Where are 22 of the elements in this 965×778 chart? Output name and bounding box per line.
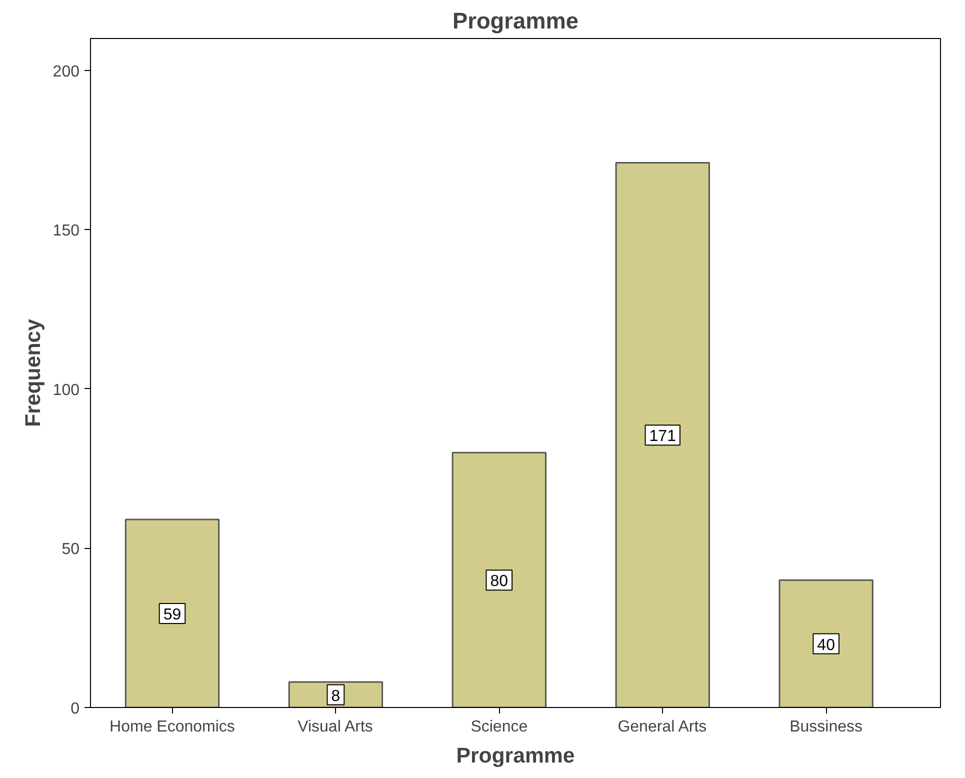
x-tick-label: Bussiness	[790, 718, 863, 736]
y-axis-title: Frequency	[20, 318, 45, 427]
y-tick-label: 200	[52, 63, 80, 80]
data-label: 8	[331, 688, 340, 705]
bar	[615, 162, 710, 708]
bar	[124, 518, 220, 708]
x-tick-label: Home Economics	[110, 718, 235, 736]
y-tick-label: 50	[62, 541, 80, 558]
x-tick-label: Visual Arts	[298, 718, 373, 736]
chart-title: Programme	[452, 8, 578, 34]
data-label: 59	[163, 606, 182, 624]
data-label: 171	[649, 428, 676, 446]
bar	[452, 452, 546, 708]
x-axis-title: Programme	[456, 744, 575, 768]
data-label: 80	[490, 573, 508, 590]
x-tick-label: General Arts	[618, 718, 707, 736]
y-tick-label: 100	[52, 382, 80, 399]
y-tick-label: 150	[52, 222, 80, 240]
y-tick-label: 0	[70, 700, 80, 718]
x-tick-label: Science	[470, 718, 528, 736]
data-label: 40	[817, 636, 836, 654]
bar	[778, 579, 874, 708]
